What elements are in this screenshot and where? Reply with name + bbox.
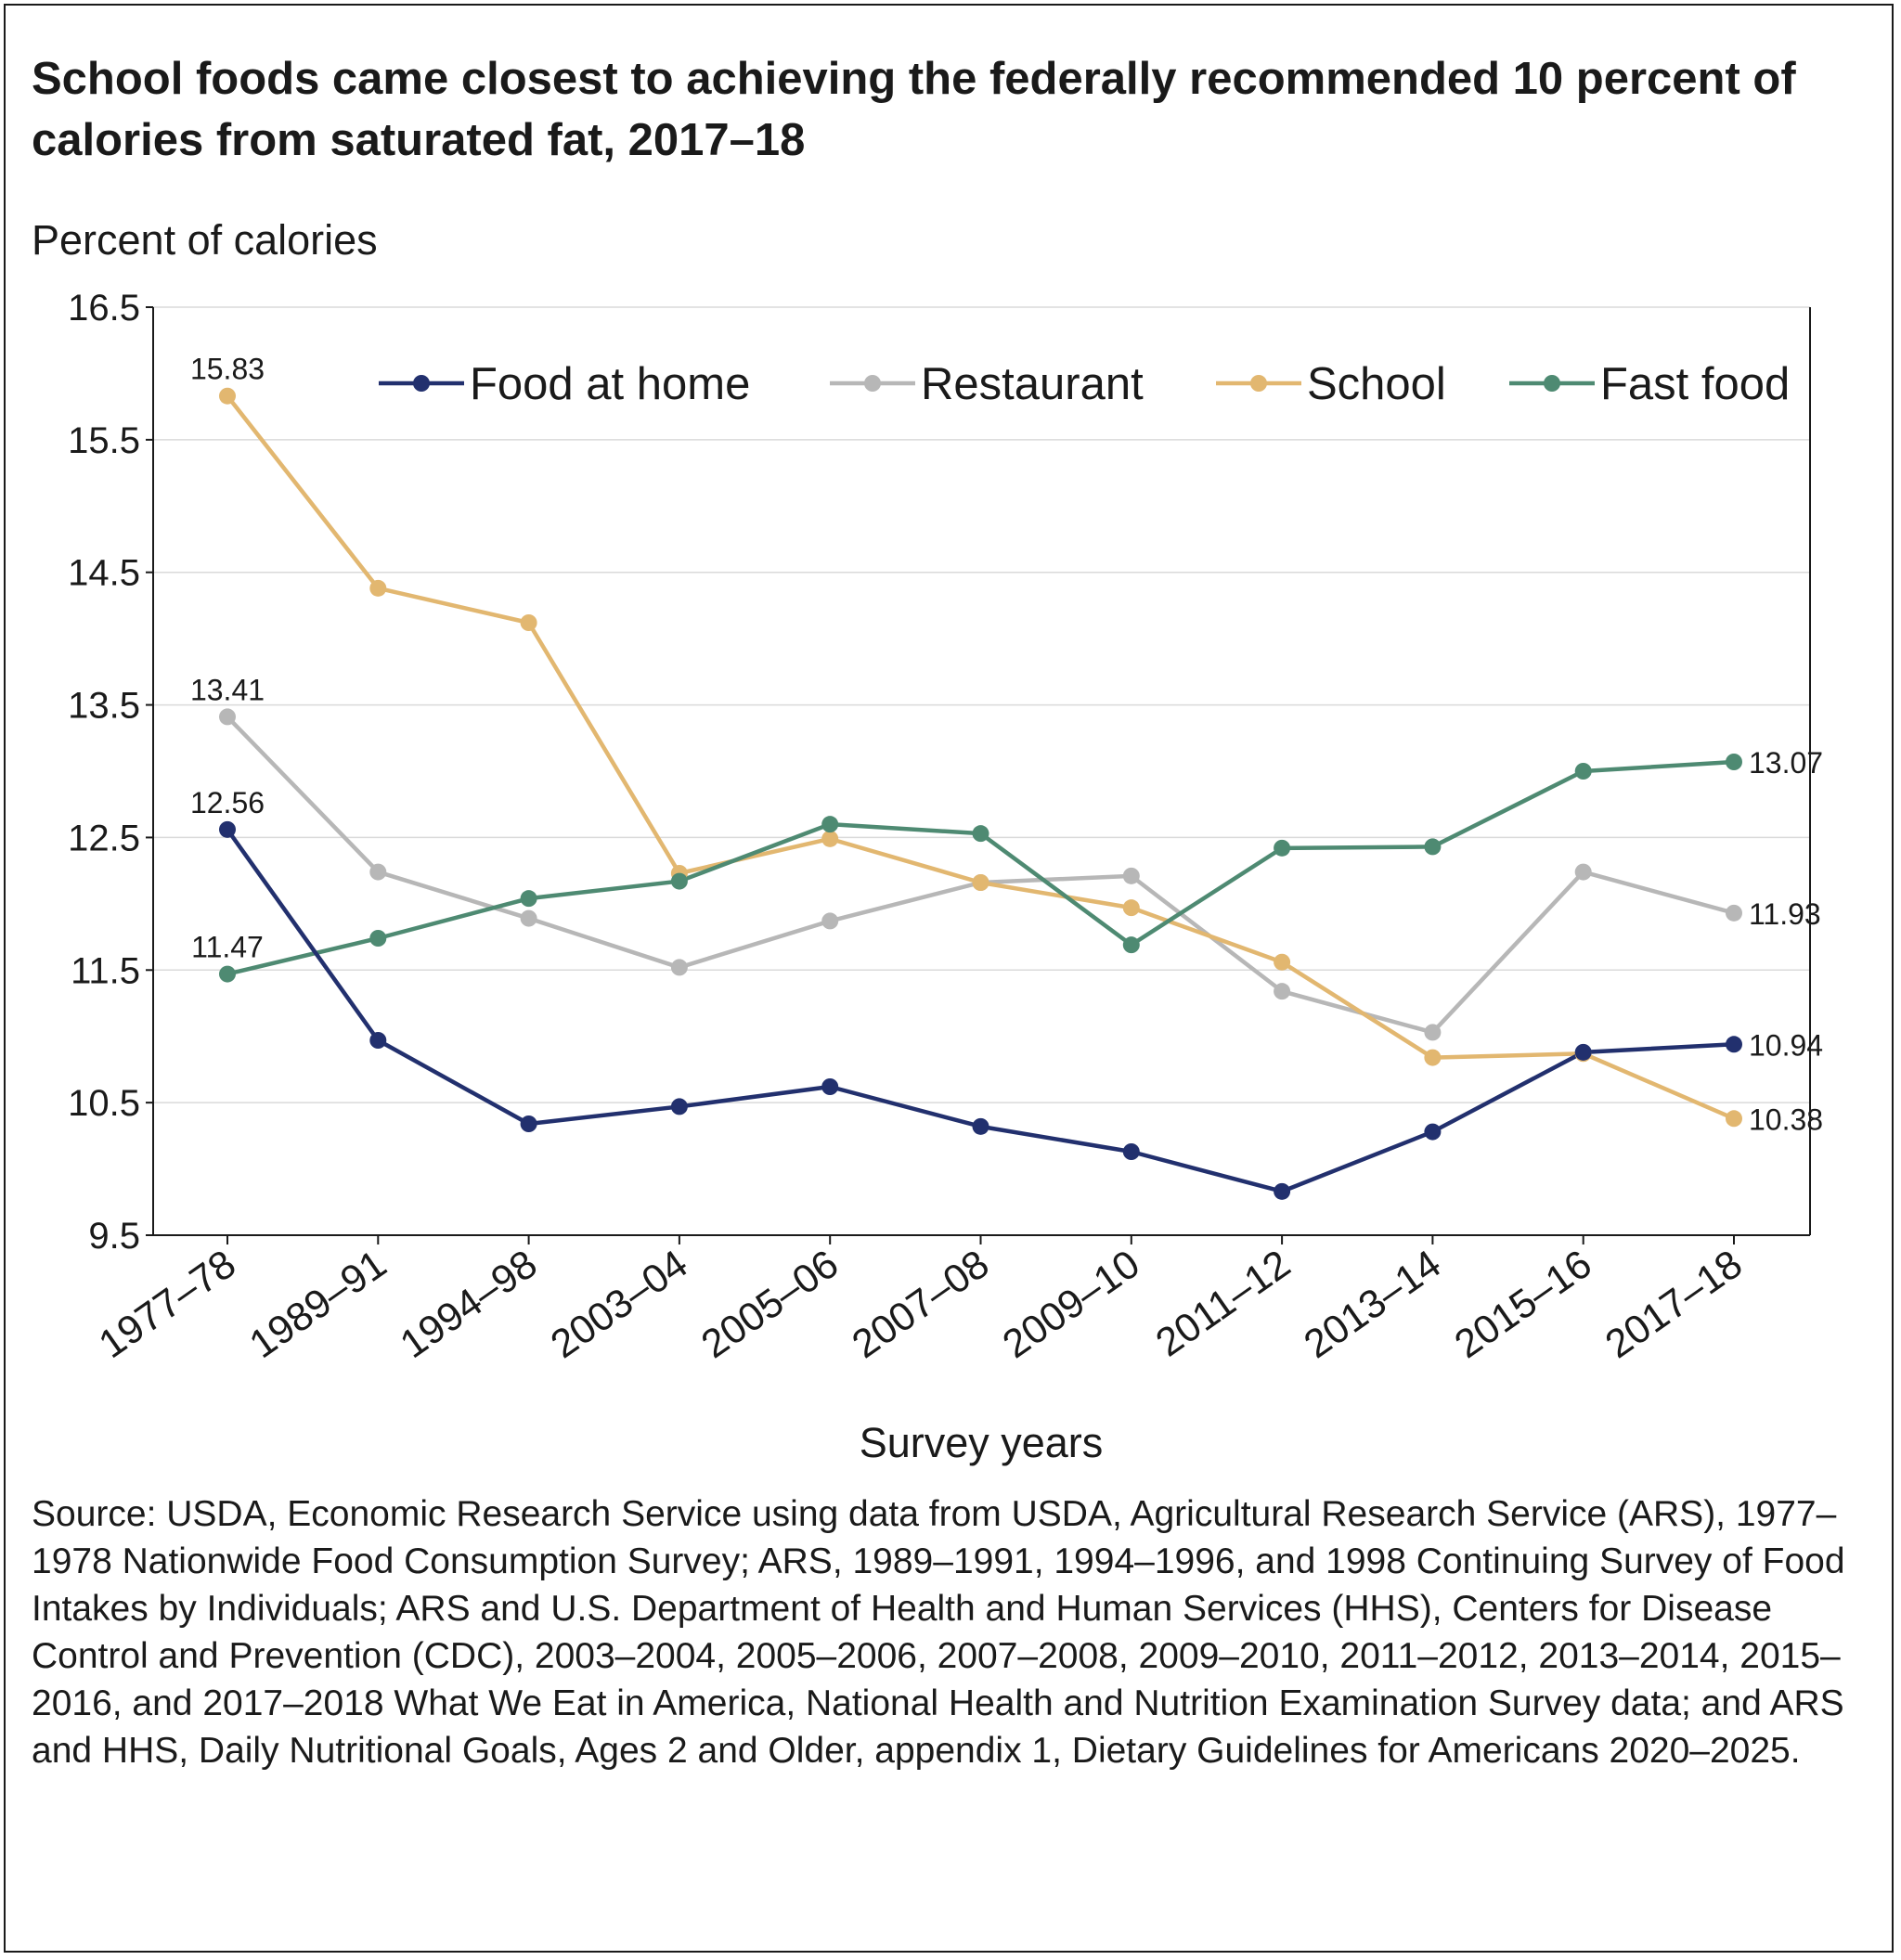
school-point — [1122, 899, 1140, 917]
y-tick-label: 13.5 — [68, 686, 140, 727]
legend: Food at home Restaurant School Fast food — [379, 359, 1790, 409]
restaurant-point — [1726, 904, 1742, 922]
fast-food-data-label: 11.47 — [191, 931, 264, 964]
y-axis-label: Percent of calories — [32, 216, 378, 264]
fast-food-point — [369, 930, 387, 947]
fast-food-point — [1574, 763, 1592, 780]
series-points — [219, 387, 1742, 1200]
food-at-home-point — [1574, 1043, 1592, 1061]
school-point — [821, 830, 839, 847]
food-at-home-point — [520, 1115, 537, 1132]
school-point — [520, 614, 537, 631]
fast-food-point — [821, 816, 839, 833]
food-at-home-point — [1122, 1143, 1140, 1160]
series-lines — [226, 394, 1735, 1194]
restaurant-point — [1424, 1024, 1442, 1041]
y-tick-label: 12.5 — [68, 818, 140, 858]
legend-label-school: School — [1307, 359, 1446, 409]
restaurant-point — [219, 708, 236, 726]
fast-food-point — [670, 872, 688, 890]
fast-food-line — [226, 759, 1735, 976]
gridlines — [153, 306, 1810, 1103]
x-axis-label: Survey years — [860, 1419, 1104, 1466]
fast-food-point — [1424, 838, 1442, 856]
food-at-home-point — [1274, 1182, 1291, 1200]
food-at-home-point — [972, 1117, 989, 1135]
fast-food-point — [219, 965, 236, 983]
fast-food-point — [1122, 936, 1140, 954]
legend-marker-school — [1250, 375, 1267, 392]
food-at-home-data-label: 12.56 — [190, 786, 265, 819]
restaurant-point — [670, 959, 688, 976]
restaurant-point — [1574, 863, 1592, 881]
restaurant-data-label: 13.41 — [190, 673, 265, 706]
legend-marker-restaurant — [864, 375, 881, 392]
legend-label-food-at-home: Food at home — [470, 359, 750, 409]
chart-title: School foods came closest to achieving t… — [32, 54, 1796, 165]
y-tick-label: 11.5 — [71, 950, 140, 991]
restaurant-point — [369, 863, 387, 881]
school-data-label: 10.38 — [1749, 1102, 1823, 1136]
food-at-home-point — [821, 1078, 839, 1095]
x-tick-label: 2011–12 — [1148, 1242, 1299, 1366]
x-tick-label: 1994–98 — [393, 1242, 546, 1367]
school-point — [972, 874, 989, 891]
fast-food-data-label: 13.07 — [1749, 746, 1823, 780]
food-at-home-data-label: 10.94 — [1749, 1028, 1823, 1062]
line-chart: Percent of calories 16.5 15.5 14.5 13.5 12.5… — [32, 216, 1823, 1466]
x-tick-label: 2007–08 — [845, 1242, 998, 1367]
x-tick-label: 1989–91 — [241, 1242, 394, 1367]
food-at-home-point — [219, 820, 236, 838]
restaurant-point — [821, 912, 839, 930]
school-point — [369, 579, 387, 597]
school-point — [1274, 953, 1291, 971]
restaurant-data-label: 11.93 — [1749, 897, 1821, 931]
fast-food-point — [972, 825, 989, 843]
food-at-home-point — [1726, 1036, 1742, 1053]
x-tick-label: 2017–18 — [1597, 1242, 1751, 1367]
restaurant-point — [520, 909, 537, 927]
legend-marker-food-at-home — [413, 375, 430, 392]
data-labels: 13.41 11.93 15.83 10.38 11.47 13.07 12.56 10.94 — [190, 353, 1823, 1137]
school-point — [1424, 1049, 1442, 1066]
fast-food-point — [1726, 754, 1742, 770]
food-at-home-point — [670, 1098, 688, 1115]
x-tick-label: 2009–10 — [995, 1242, 1148, 1367]
food-at-home-point — [1424, 1123, 1442, 1141]
x-tick-label: 2005–06 — [693, 1242, 847, 1367]
legend-label-fast-food: Fast food — [1600, 359, 1790, 409]
x-tick-label: 2013–14 — [1296, 1242, 1449, 1367]
x-tick-label: 2003–04 — [543, 1242, 696, 1367]
legend-marker-fast-food — [1544, 375, 1560, 392]
restaurant-point — [1274, 983, 1291, 1000]
x-tick-label: 2015–16 — [1447, 1242, 1600, 1367]
restaurant-point — [1122, 867, 1140, 884]
x-tick-labels: 1977–781989–911994–982003–042005–062007–… — [91, 1242, 1751, 1367]
school-point — [1726, 1110, 1742, 1128]
school-data-label: 15.83 — [190, 353, 265, 386]
y-tick-label: 10.5 — [68, 1083, 140, 1124]
y-tick-label: 14.5 — [68, 553, 140, 594]
food-at-home-point — [369, 1032, 387, 1049]
axes — [146, 306, 1811, 1244]
legend-label-restaurant: Restaurant — [921, 359, 1144, 409]
chart-frame — [4, 4, 1894, 1953]
y-tick-labels: 16.5 15.5 14.5 13.5 12.5 11.5 10.5 9.5 — [68, 288, 140, 1257]
source-note: Source: USDA, Economic Research Service … — [32, 1494, 1845, 1771]
fast-food-point — [520, 890, 537, 908]
school-point — [219, 387, 236, 405]
y-tick-label: 16.5 — [68, 288, 140, 329]
fast-food-point — [1274, 839, 1291, 857]
x-tick-label: 1977–78 — [91, 1242, 244, 1367]
y-tick-label: 9.5 — [88, 1216, 140, 1257]
y-tick-label: 15.5 — [68, 420, 140, 461]
school-line — [226, 394, 1735, 1121]
